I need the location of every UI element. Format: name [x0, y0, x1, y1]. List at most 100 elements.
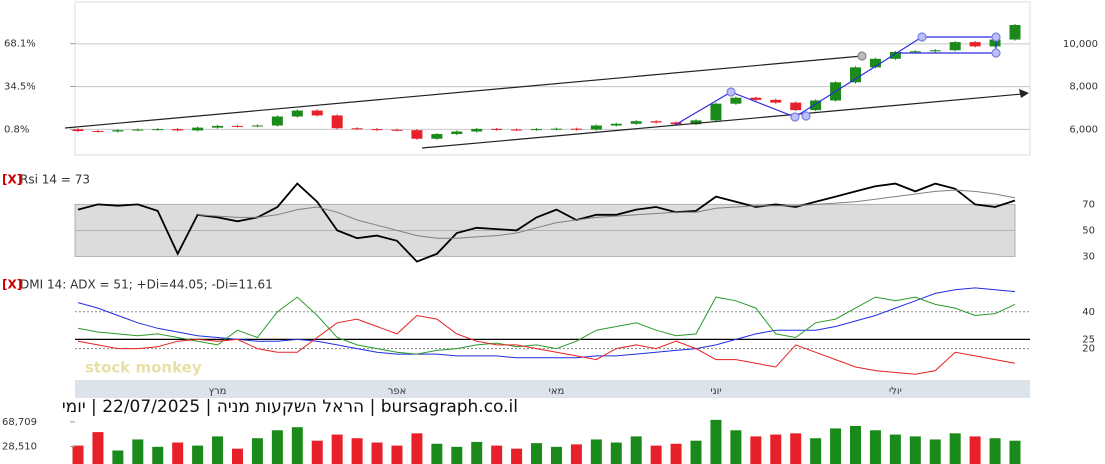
volume-bar: [371, 442, 383, 464]
close-button[interactable]: [X]: [2, 173, 22, 187]
candle-body: [231, 125, 243, 127]
volume-bar: [730, 430, 742, 464]
y-tick-label: 8,000: [1069, 82, 1098, 93]
volume-bar: [889, 434, 901, 464]
volume-bar: [531, 443, 543, 464]
candle-body: [511, 129, 523, 131]
volume-bar: [192, 445, 204, 464]
candle-body: [989, 39, 1001, 47]
x-tick-label: יולי: [889, 386, 902, 397]
candle-body: [810, 100, 822, 111]
volume-bar: [949, 433, 961, 464]
candle-body: [291, 110, 303, 117]
y-tick-label: 25: [1082, 334, 1095, 345]
volume-bar: [511, 448, 523, 464]
indicator-line: [77, 314, 1016, 375]
y2-tick-label: 34.5%: [4, 81, 36, 92]
candle-body: [670, 122, 682, 125]
close-button[interactable]: [X]: [2, 278, 22, 292]
indicator-line: [77, 287, 1016, 359]
price-frame: [74, 1, 1031, 156]
candle-body: [730, 97, 742, 104]
dmi-label: DMI 14: ADX = 51; +Di=44.05; -Di=11.61: [20, 278, 273, 292]
candle-body: [889, 51, 901, 59]
trend-lines: [64, 32, 1029, 149]
candle-body: [451, 131, 463, 135]
candle-body: [610, 123, 622, 126]
volume-bar: [411, 433, 423, 464]
indicator-line: [77, 182, 1016, 263]
candle-body: [311, 110, 323, 116]
candle-body: [710, 103, 722, 121]
x-tick-label: יוני: [710, 386, 721, 397]
volume-bar: [491, 445, 503, 464]
candle-body: [351, 128, 363, 130]
chart-title: bursagraph.co.il | הראל השקעות מניה | 22…: [61, 397, 518, 417]
candle-body: [850, 67, 862, 83]
y-tick-label: 10,000: [1063, 39, 1098, 50]
volume-bar: [451, 446, 463, 464]
y-tick-label: 6,000: [1069, 124, 1098, 135]
volume-bar: [590, 439, 602, 464]
volume-bar: [989, 438, 1001, 464]
volume-bar: [570, 444, 582, 464]
candle-body: [790, 102, 802, 111]
candle-body: [72, 129, 84, 132]
volume-bar: [132, 439, 144, 464]
y-tick-label: 20: [1082, 344, 1095, 355]
volume-bar: [929, 439, 941, 464]
volume-bar: [690, 440, 702, 464]
candle-body: [391, 129, 403, 131]
y-tick-label: 30: [1082, 251, 1095, 262]
candle-body: [152, 129, 164, 131]
volume-bar: [431, 443, 443, 464]
indicator-line: [197, 189, 1016, 239]
candle-body: [212, 125, 224, 128]
volume-bar: [291, 427, 303, 464]
volume-bar: [351, 438, 363, 464]
volume-bar: [770, 434, 782, 464]
volume-bar: [869, 430, 881, 464]
volume-bar: [152, 446, 164, 464]
volume-bar: [909, 436, 921, 464]
volume-bar: [650, 445, 662, 464]
candle-body: [630, 121, 642, 124]
y-tick-label: 50: [1082, 225, 1095, 236]
candle-body: [550, 128, 562, 130]
volume-bar: [72, 445, 84, 464]
candle-body: [172, 129, 184, 131]
candle-body: [750, 97, 762, 100]
candle-body: [471, 128, 483, 132]
y-tick-label: 70: [1082, 199, 1095, 210]
volume-bar: [212, 436, 224, 464]
volume-bar: [670, 443, 682, 464]
candle-body: [271, 116, 283, 126]
volume-bar: [331, 434, 343, 464]
volume-bar: [710, 419, 722, 464]
candle-body: [949, 42, 961, 51]
month-axis-band: [75, 380, 1030, 398]
y2-tick-label: 0.8%: [4, 124, 29, 135]
candle-body: [869, 58, 881, 68]
volume-bar: [830, 428, 842, 464]
candle-body: [1009, 25, 1021, 40]
volume-bar: [850, 425, 862, 464]
volume-bar: [271, 430, 283, 464]
volume-bar: [92, 432, 104, 464]
volume-bar: [630, 436, 642, 464]
candle-body: [590, 125, 602, 130]
x-tick-label: מאי: [549, 386, 565, 397]
candle-body: [112, 130, 124, 132]
candle-body: [969, 42, 981, 47]
indicator-line: [77, 296, 1016, 355]
volume-bar: [172, 442, 184, 464]
y-tick-label: 28,510: [2, 442, 37, 453]
candle-body: [371, 129, 383, 131]
watermark: stock monkey: [85, 359, 202, 377]
candle-body: [650, 121, 662, 123]
candle-body: [770, 99, 782, 103]
volume-bar: [550, 446, 562, 464]
candle-body: [690, 120, 702, 125]
